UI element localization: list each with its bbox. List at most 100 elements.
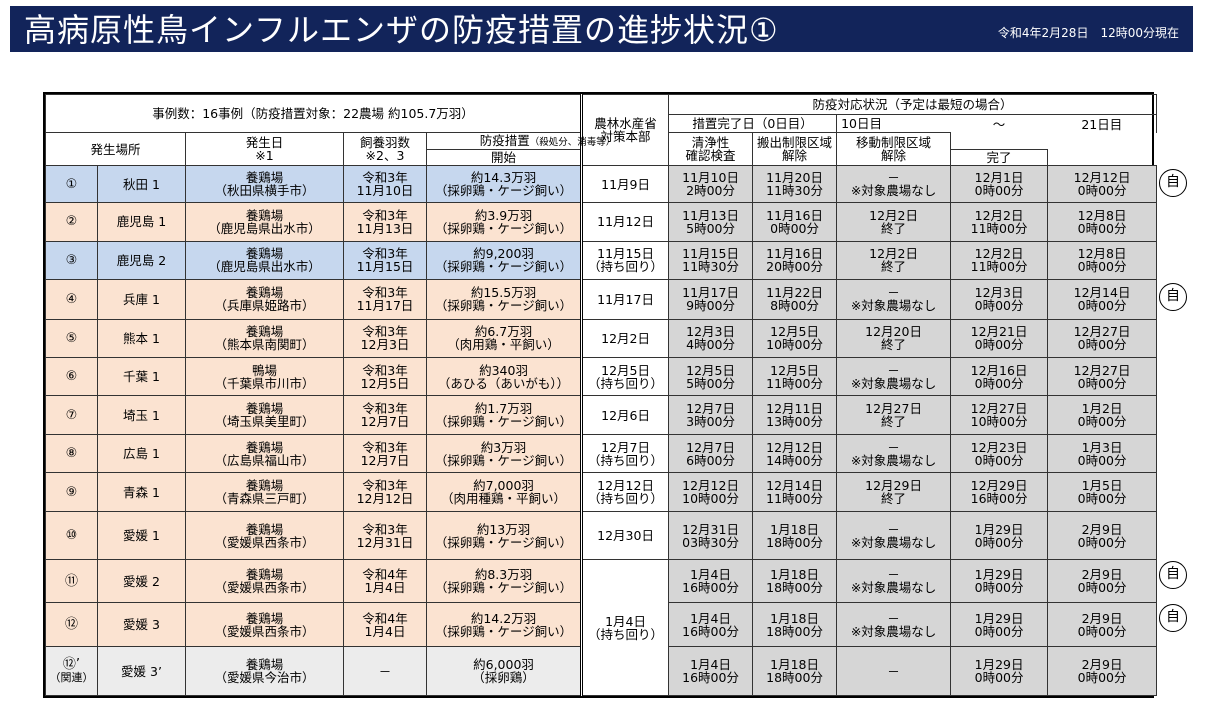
case-number: ⑩ <box>45 510 98 561</box>
movement-release: 1月3日 0時00分 <box>1047 433 1158 474</box>
table-row: ③ 鹿児島 2 養鶏場 （鹿児島県出水市） 令和3年 11月15日 約9,200羽 （採卵鶏・… <box>45 240 1158 281</box>
self-mark-icon: 自 <box>1159 168 1187 197</box>
table-row: ⑥ 千葉 1 鴨場 （千葉県市川市） 令和3年 12月5日 約340羽 （あひる（あいがも））… <box>45 356 1158 397</box>
clean-check: － ※対象農場なし <box>836 510 952 561</box>
movement-release: 1月5日 0時00分 <box>1047 472 1158 512</box>
prefecture: 愛媛 3’ <box>97 646 186 696</box>
self-mark-icon: 自 <box>1159 282 1187 311</box>
onset-header: 発生日 ※1 <box>185 132 344 166</box>
measure-complete: 11月16日 20時00分 <box>752 240 838 281</box>
case-number: ② <box>45 202 98 242</box>
movement-release: 12月27日 0時00分 <box>1047 356 1158 397</box>
measure-start: 12月3日 4時00分 <box>668 318 754 359</box>
page-title: 高病原性鳥インフルエンザの防疫措置の進捗状況① <box>24 11 779 49</box>
bird-count: 約13万羽 （採卵鶏・ケージ飼い） <box>425 510 583 561</box>
carry-out-header: 搬出制限区域 解除 <box>752 132 838 166</box>
clean-check: － ※対象農場なし <box>836 356 952 397</box>
movement-release: 2月9日 0時00分 <box>1047 601 1158 648</box>
case-number: ⑧ <box>45 433 98 474</box>
movement-release: 12月8日 0時00分 <box>1047 240 1158 281</box>
onset-date: 令和4年 1月4日 <box>343 559 427 603</box>
carry-out-release: 12月16日 0時00分 <box>950 356 1049 397</box>
case-number: ⑪ <box>45 559 98 603</box>
hq-date: 12月6日 <box>580 395 670 435</box>
farm-location: 養鶏場 （青森県三戸町） <box>185 472 344 512</box>
measure-start: 11月13日 5時00分 <box>668 202 754 242</box>
prefecture: 鹿児島 1 <box>97 202 186 242</box>
bird-count: 約1.7万羽 （採卵鶏・ケージ飼い） <box>425 395 583 435</box>
case-number: ⑦ <box>45 395 98 435</box>
tilde-header: ～ <box>950 114 1048 133</box>
movement-release: 2月9日 0時00分 <box>1047 646 1158 696</box>
measure-start: 11月15日 11時30分 <box>668 240 754 281</box>
prefecture: 熊本 1 <box>97 318 186 359</box>
onset-date: 令和3年 11月15日 <box>343 240 427 281</box>
bird-count: 約8.3万羽 （採卵鶏・ケージ飼い） <box>425 559 583 603</box>
prefecture: 兵庫 1 <box>97 279 186 320</box>
carry-out-release: 12月2日 11時00分 <box>950 202 1049 242</box>
self-mark-icon: 自 <box>1159 561 1187 589</box>
clean-check: － ※対象農場なし <box>836 559 952 603</box>
hq-header: 農林水産省 対策本部 <box>580 94 670 166</box>
table-body: 事例数：16事例（防疫措置対象：22農場 約105.7万羽） 農林水産省 対策本部… <box>44 93 1158 696</box>
hq-date: 12月7日 （持ち回り） <box>580 433 670 474</box>
title-banner: 高病原性鳥インフルエンザの防疫措置の進捗状況① 令和4年2月28日 12時00分… <box>10 6 1193 52</box>
bird-count: 約14.3万羽 （採卵鶏・ケージ飼い） <box>425 164 583 204</box>
bird-count: 約9,200羽 （採卵鶏・ケージ飼い） <box>425 240 583 281</box>
hq-date: 11月9日 <box>580 164 670 204</box>
prefecture: 鹿児島 2 <box>97 240 186 281</box>
measure-start: 12月5日 5時00分 <box>668 356 754 397</box>
hq-date: 11月17日 <box>580 279 670 320</box>
onset-date: 令和3年 12月12日 <box>343 472 427 512</box>
measure-complete: 12月14日 11時00分 <box>752 472 838 512</box>
hq-date: 11月12日 <box>580 202 670 242</box>
measure-start: 12月31日 03時30分 <box>668 510 754 561</box>
bird-count: 約340羽 （あひる（あいがも）） <box>425 356 583 397</box>
prefecture: 広島 1 <box>97 433 186 474</box>
carry-out-release: 12月27日 10時00分 <box>950 395 1049 435</box>
prefecture: 秋田 1 <box>97 164 186 204</box>
movement-release: 1月2日 0時00分 <box>1047 395 1158 435</box>
movement-release: 12月12日 0時00分 <box>1047 164 1158 204</box>
measure-start: 1月4日 16時00分 <box>668 601 754 648</box>
farm-location: 養鶏場 （愛媛県西条市） <box>185 601 344 648</box>
measure-complete: 12月11日 13時00分 <box>752 395 838 435</box>
day21-header: 21日目 <box>1047 114 1158 133</box>
movement-release: 12月14日 0時00分 <box>1047 279 1158 320</box>
movement-release: 2月9日 0時00分 <box>1047 510 1158 561</box>
location-header: 発生場所 <box>45 132 186 166</box>
table-row: ⑨ 青森 1 養鶏場 （青森県三戸町） 令和3年 12月12日 約7,000羽 （肉用種鶏・平… <box>45 472 1158 512</box>
farm-location: 鴨場 （千葉県市川市） <box>185 356 344 397</box>
carry-out-release: 12月3日 0時00分 <box>950 279 1049 320</box>
hq-date: 11月15日 （持ち回り） <box>580 240 670 281</box>
day10-header: 10日目 <box>836 114 951 133</box>
hq-date: 12月2日 <box>580 318 670 359</box>
table-row: ① 秋田 1 養鶏場 （秋田県横手市） 令和3年 11月10日 約14.3万羽 （採卵鶏・ケー… <box>45 164 1158 204</box>
onset-date: 令和3年 12月31日 <box>343 510 427 561</box>
measure-start: 1月4日 16時00分 <box>668 559 754 603</box>
measure-complete: 12月5日 11時00分 <box>752 356 838 397</box>
onset-date: 令和3年 12月5日 <box>343 356 427 397</box>
status-header: 防疫対応状況（予定は最短の場合） <box>668 93 1158 116</box>
clean-check: － ※対象農場なし <box>836 433 952 474</box>
case-number: ⑥ <box>45 356 98 397</box>
prefecture: 千葉 1 <box>97 356 186 397</box>
prefecture: 愛媛 2 <box>97 559 186 603</box>
birds-header: 飼養羽数 ※2、3 <box>343 132 427 166</box>
onset-date: 令和3年 12月3日 <box>343 318 427 359</box>
clean-check-header: 清浄性 確認検査 <box>668 132 754 166</box>
hq-date: 1月4日 （持ち回り） <box>580 559 670 696</box>
onset-date: 令和3年 11月10日 <box>343 164 427 204</box>
carry-out-release: 12月2日 11時00分 <box>950 240 1049 281</box>
farm-location: 養鶏場 （広島県福山市） <box>185 433 344 474</box>
start-header: 開始 <box>425 148 583 166</box>
prefecture: 埼玉 1 <box>97 395 186 435</box>
clean-check: 12月20日 終了 <box>836 318 952 359</box>
carry-out-release: 1月29日 0時00分 <box>950 510 1049 561</box>
measure-complete: 12月5日 10時00分 <box>752 318 838 359</box>
onset-date: 令和3年 11月13日 <box>343 202 427 242</box>
bird-count: 約6,000羽 （採卵鶏） <box>425 646 583 696</box>
clean-check: － ※対象農場なし <box>836 601 952 648</box>
bird-count: 約15.5万羽 （採卵鶏・ケージ飼い） <box>425 279 583 320</box>
clean-check: － <box>836 646 952 696</box>
